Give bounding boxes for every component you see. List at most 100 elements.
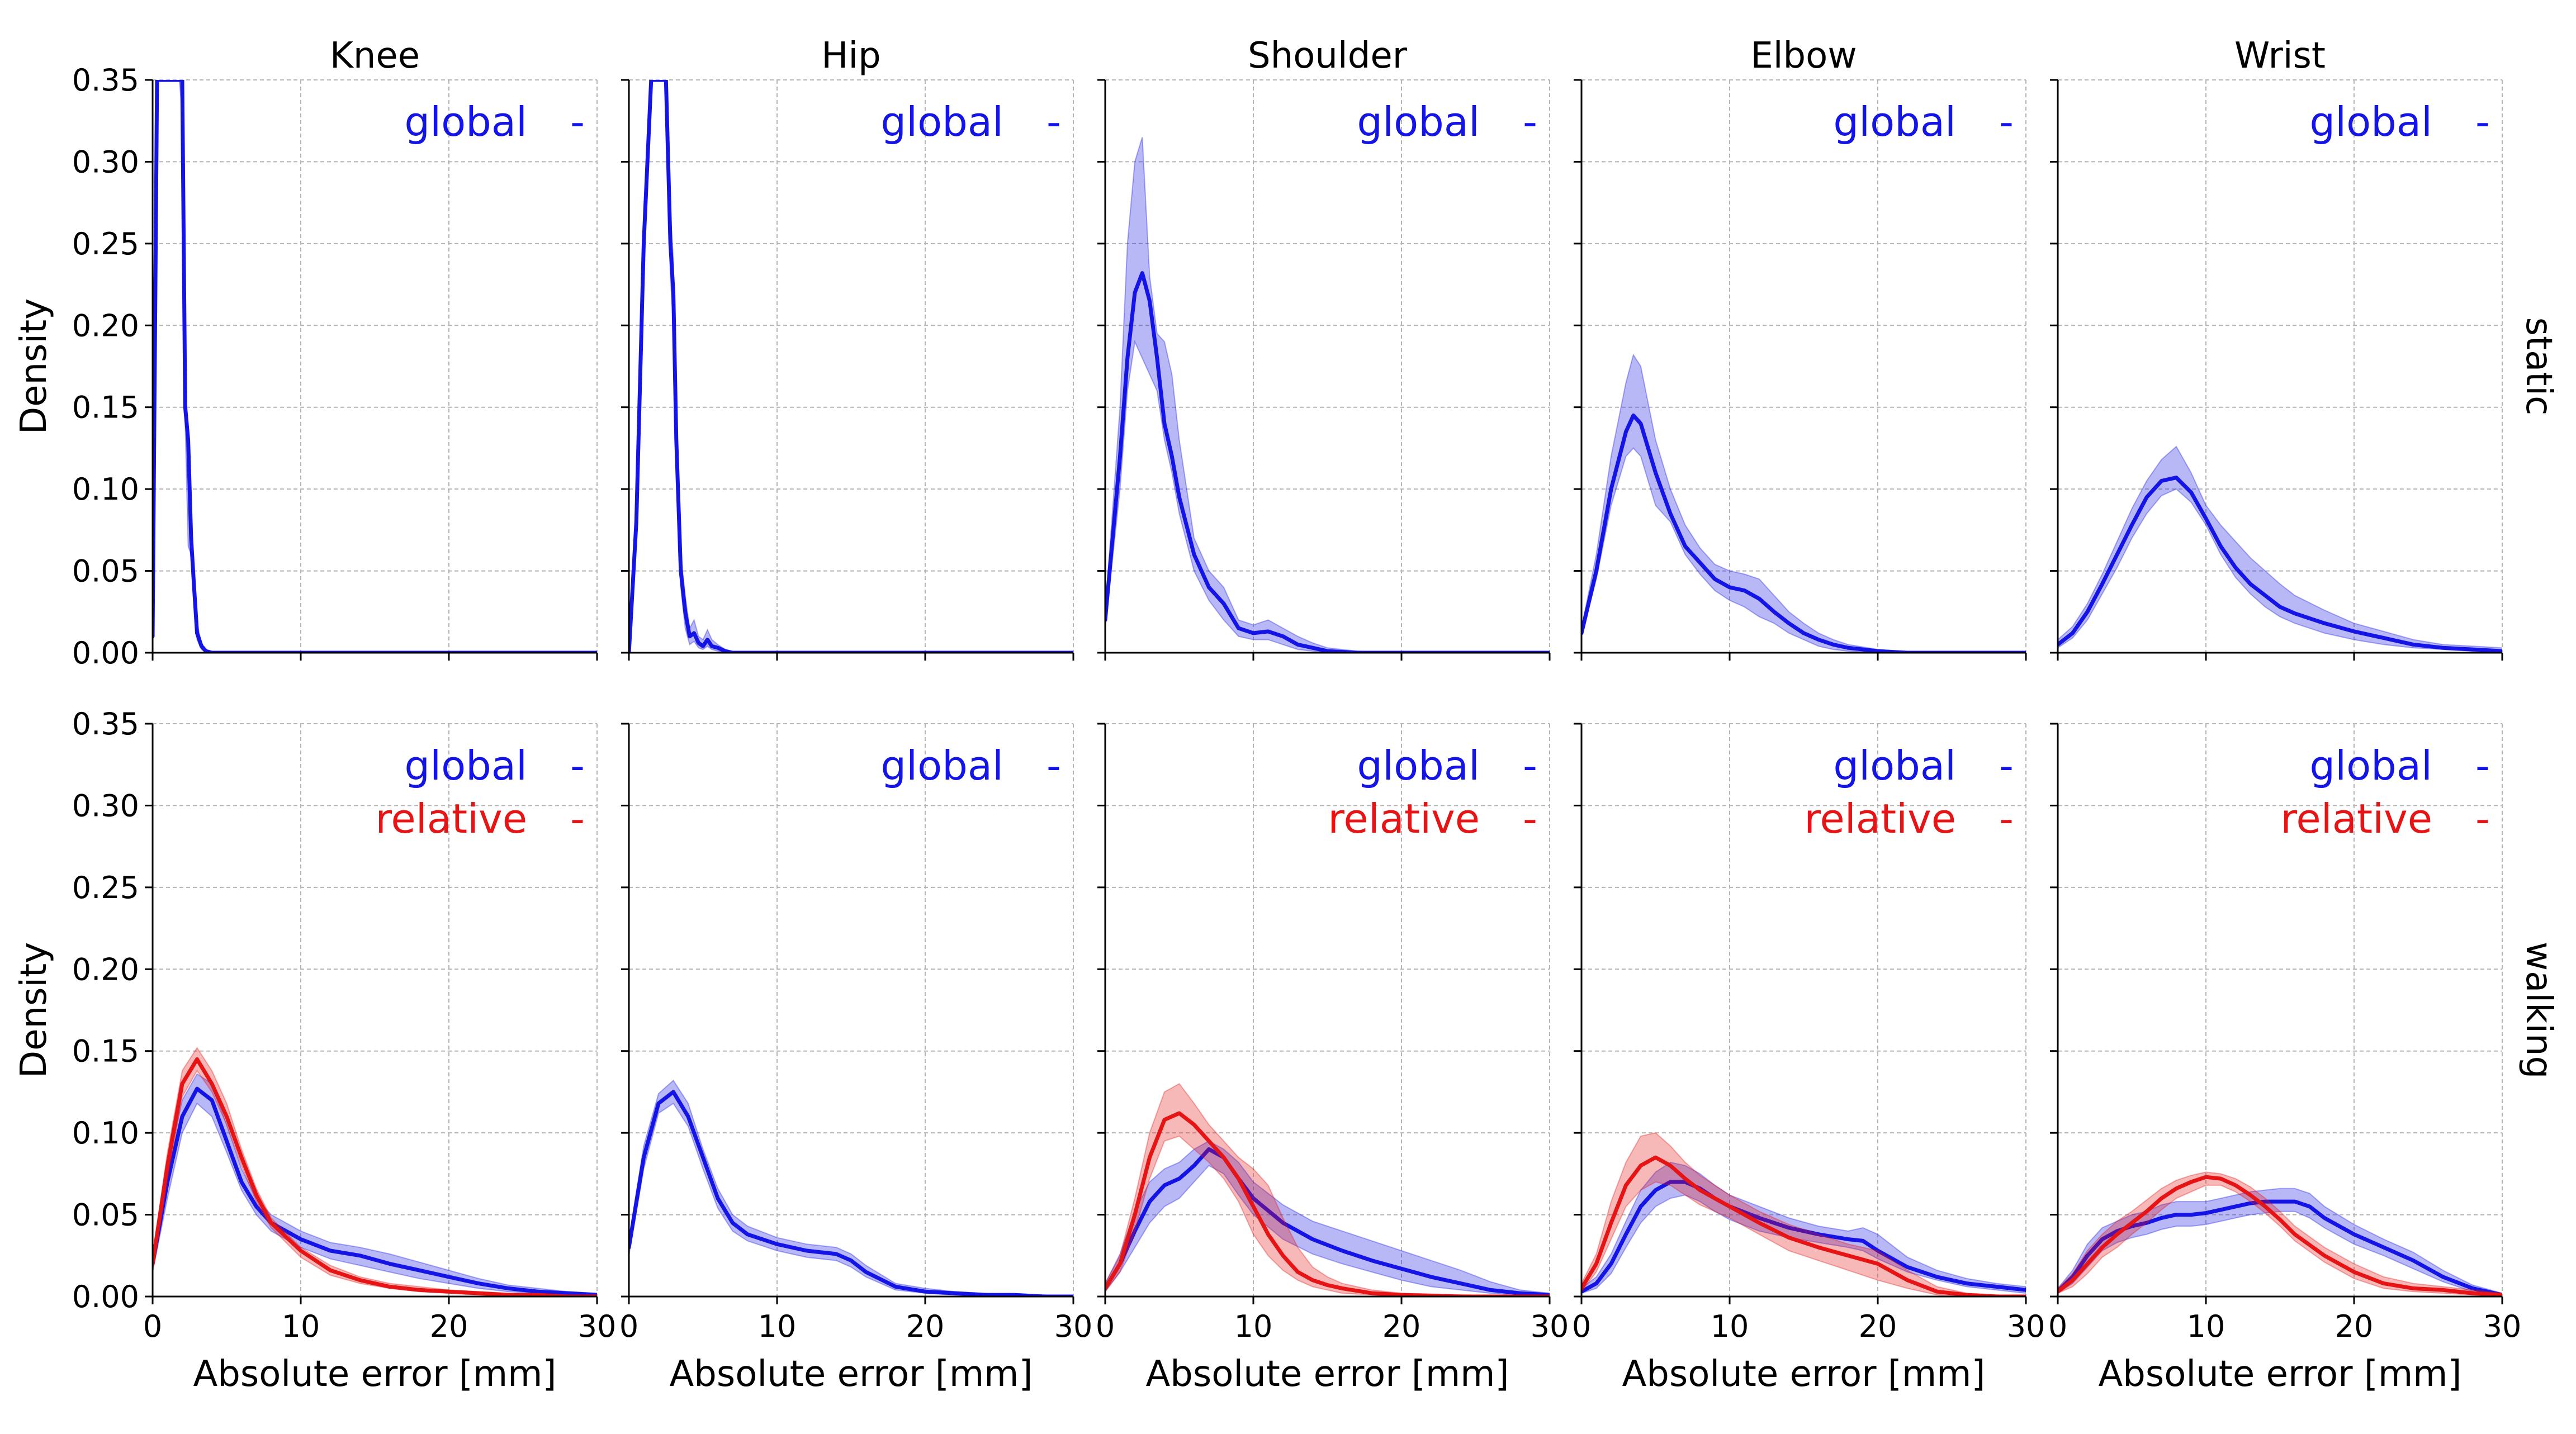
legend: global -relative - xyxy=(1804,742,2014,842)
series-group xyxy=(2058,1171,2502,1297)
legend-label-global: global xyxy=(880,742,1003,789)
x-tick-label: 20 xyxy=(2335,1309,2374,1344)
x-tick-label: 0 xyxy=(2048,1309,2067,1344)
x-axis-label: Absolute error [mm] xyxy=(1622,1354,1986,1395)
y-tick-label: 0.10 xyxy=(72,472,139,507)
legend-dash-global: - xyxy=(1046,742,1061,789)
series-line-global xyxy=(2058,1199,2502,1297)
y-tick-label: 0.15 xyxy=(72,390,139,425)
grid xyxy=(1105,723,1550,1297)
series-group xyxy=(1105,1083,1550,1297)
y-tick-label: 0.25 xyxy=(72,870,139,905)
row-label-walking: walking xyxy=(2518,942,2559,1079)
series-group xyxy=(2058,445,2502,653)
legend-label-global: global xyxy=(1833,742,1956,789)
series-line-global xyxy=(153,80,597,653)
series-group xyxy=(1105,137,1550,653)
series-group xyxy=(153,80,597,653)
series-group xyxy=(1581,353,2026,653)
legend-label-global: global xyxy=(2309,742,2432,789)
x-tick-label: 0 xyxy=(143,1309,162,1344)
series-line-relative xyxy=(153,1057,597,1297)
x-tick-label: 30 xyxy=(2007,1309,2045,1344)
series-line-global xyxy=(1581,1180,2026,1294)
series-group xyxy=(629,80,1073,653)
legend-label-relative: relative xyxy=(375,795,527,842)
legend: global - xyxy=(1357,98,1537,145)
x-tick-label: 20 xyxy=(1382,1309,1421,1344)
x-tick-label: 30 xyxy=(1531,1309,1569,1344)
x-tick-label: 30 xyxy=(578,1309,617,1344)
series-band-global xyxy=(629,1079,1073,1297)
legend-dash-global: - xyxy=(1523,742,1537,789)
series-band-global xyxy=(1105,137,1550,653)
x-tick-label: 20 xyxy=(906,1309,945,1344)
x-tick-label: 20 xyxy=(430,1309,468,1344)
y-tick-label: 0.05 xyxy=(72,1198,139,1233)
row-label-static: static xyxy=(2518,317,2559,416)
series-line-global xyxy=(1105,271,1550,653)
legend-dash-relative: - xyxy=(1523,795,1537,842)
legend: global - xyxy=(404,98,585,145)
y-tick-label: 0.30 xyxy=(72,144,139,179)
panel-walking-knee: 0.00 0.05 0.10 0.15 0.20 0.25 0.30 0.35 0 10 20 30 A… xyxy=(13,706,616,1395)
grid xyxy=(1581,79,2026,653)
column-title: Hip xyxy=(821,35,881,77)
panel-static-knee: 0.00 0.05 0.10 0.15 0.20 0.25 0.30 0.35 Knee Dens… xyxy=(13,35,598,671)
series-line-global xyxy=(2058,476,2502,653)
legend-label-relative: relative xyxy=(1804,795,1956,842)
grid xyxy=(628,723,1074,1297)
series-line-global xyxy=(1581,413,2026,653)
legend-label-relative: relative xyxy=(2280,795,2432,842)
y-axis-label: Density xyxy=(13,942,55,1078)
x-tick-label: 0 xyxy=(1572,1309,1591,1344)
y-tick-label: 0.15 xyxy=(72,1034,139,1069)
y-tick-label: 0.00 xyxy=(72,1279,139,1314)
y-tick-label: 0.25 xyxy=(72,226,139,262)
legend-label-relative: relative xyxy=(1328,795,1480,842)
legend: global -relative - xyxy=(375,742,585,842)
series-band-global xyxy=(2058,1188,2502,1297)
series-band-global xyxy=(629,80,1073,653)
legend-dash-global: - xyxy=(1999,98,2014,145)
legend-label-global: global xyxy=(1833,98,1956,145)
legend: global - xyxy=(880,98,1061,145)
series-line-global xyxy=(629,80,1073,653)
legend-label-global: global xyxy=(2309,98,2432,145)
series-band-global xyxy=(1105,1140,1550,1297)
column-title: Wrist xyxy=(2234,35,2326,77)
series-band-global xyxy=(1581,1161,2026,1294)
x-tick-label: 30 xyxy=(2483,1309,2522,1344)
panel-walking-hip: 0 10 20 30 Absolute error [mm] global - xyxy=(619,723,1092,1395)
panel-walking-wrist: 0 10 20 30 Absolute error [mm] global -relativ… xyxy=(2048,723,2522,1395)
legend-label-global: global xyxy=(1357,742,1480,789)
series-line-relative xyxy=(1581,1155,2026,1297)
x-axis-label: Absolute error [mm] xyxy=(193,1354,557,1395)
y-axis-label: Density xyxy=(13,298,55,434)
legend-label-global: global xyxy=(404,742,527,789)
series-group xyxy=(1581,1132,2026,1297)
y-tick-label: 0.10 xyxy=(72,1115,139,1151)
legend-dash-global: - xyxy=(1046,98,1061,145)
x-axis-label: Absolute error [mm] xyxy=(670,1354,1033,1395)
x-tick-label: 10 xyxy=(758,1309,797,1344)
x-tick-label: 10 xyxy=(1234,1309,1273,1344)
series-band-relative xyxy=(1581,1132,2026,1297)
panel-static-wrist: Wrist global - xyxy=(2050,35,2503,661)
grid xyxy=(152,79,598,653)
series-band-relative xyxy=(153,1047,597,1297)
legend-dash-global: - xyxy=(570,742,585,789)
legend-dash-global: - xyxy=(1523,98,1537,145)
series-band-relative xyxy=(2058,1171,2502,1297)
y-tick-label: 0.00 xyxy=(72,635,139,671)
legend-dash-global: - xyxy=(2475,98,2490,145)
legend-dash-relative: - xyxy=(570,795,585,842)
series-band-global xyxy=(1581,353,2026,653)
x-tick-label: 10 xyxy=(2187,1309,2225,1344)
series-line-global xyxy=(153,1086,597,1297)
series-band-global xyxy=(2058,445,2502,652)
panel-static-hip: Hip global - xyxy=(621,35,1074,661)
series-band-relative xyxy=(1105,1083,1550,1297)
column-title: Shoulder xyxy=(1248,35,1408,77)
